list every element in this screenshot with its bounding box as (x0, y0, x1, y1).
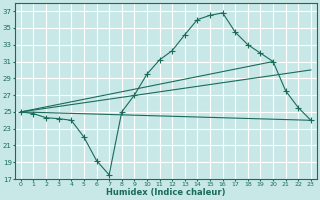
X-axis label: Humidex (Indice chaleur): Humidex (Indice chaleur) (106, 188, 226, 197)
